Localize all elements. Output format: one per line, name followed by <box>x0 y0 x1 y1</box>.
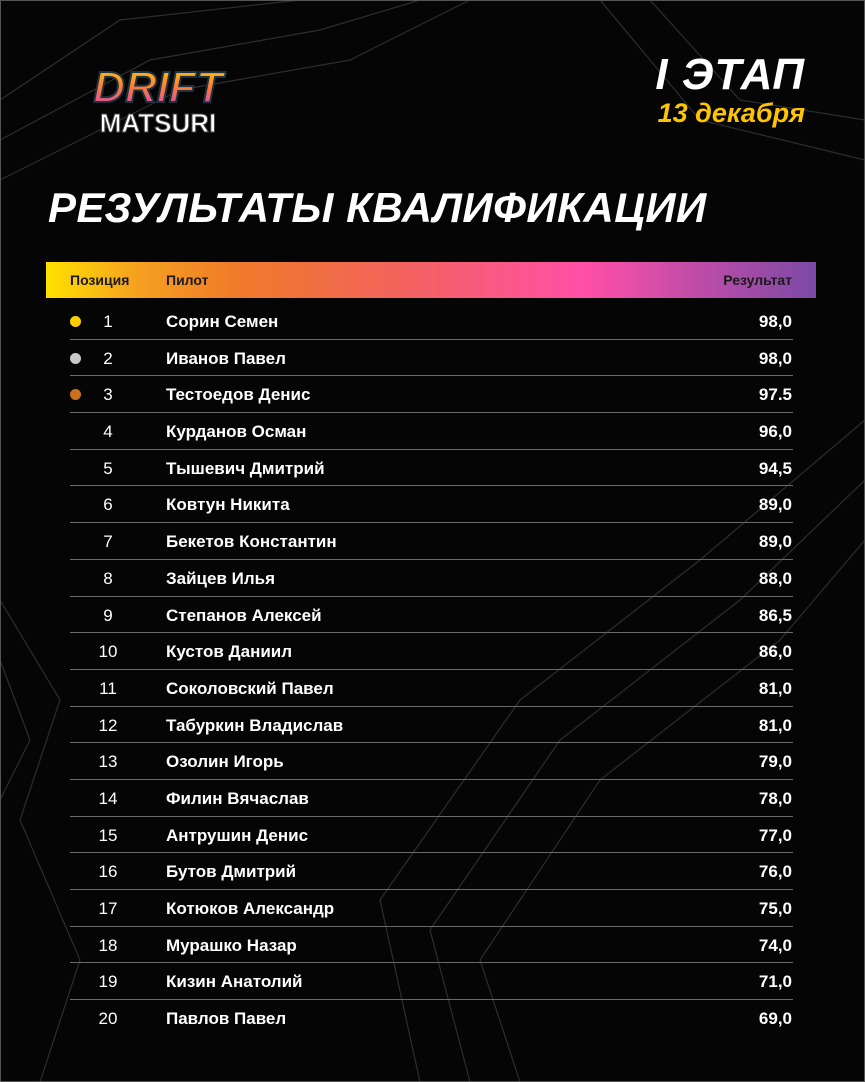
header-position: Позиция <box>70 272 130 288</box>
row-position: 13 <box>98 752 118 772</box>
row-position: 7 <box>103 532 113 552</box>
row-pilot: Озолин Игорь <box>166 752 284 772</box>
table-row: 9 Степанов Алексей 86,5 <box>0 597 865 634</box>
row-position: 16 <box>98 862 118 882</box>
row-position: 20 <box>98 1009 118 1029</box>
row-position: 5 <box>103 458 113 478</box>
row-result: 77,0 <box>758 825 792 845</box>
row-pilot: Мурашко Назар <box>166 935 297 955</box>
row-result: 98,0 <box>758 312 792 331</box>
row-result: 89,0 <box>758 532 792 552</box>
row-position: 9 <box>103 605 113 625</box>
row-position: 3 <box>103 385 113 405</box>
row-position: 10 <box>98 642 118 662</box>
svg-text:DRIFT: DRIFT <box>93 63 226 112</box>
row-pilot: Ковтун Никита <box>166 495 290 515</box>
row-result: 97.5 <box>758 385 792 405</box>
row-pilot: Тышевич Дмитрий <box>166 458 325 478</box>
table-row: 15 Антрушин Денис 77,0 <box>0 817 865 854</box>
row-pilot: Зайцев Илья <box>166 568 276 588</box>
table-row: 1 Сорин Семен 98,0 <box>0 303 865 340</box>
row-position: 14 <box>98 788 118 808</box>
row-pilot: Степанов Алексей <box>166 605 322 625</box>
row-result: 74,0 <box>758 935 792 955</box>
table-row: 10 Кустов Даниил 86,0 <box>0 633 865 670</box>
row-result: 81,0 <box>758 715 792 735</box>
table-row: 16 Бутов Дмитрий 76,0 <box>0 853 865 890</box>
table-row: 12 Табуркин Владислав 81,0 <box>0 707 865 744</box>
row-result: 89,0 <box>758 495 792 515</box>
table-row: 7 Бекетов Константин 89,0 <box>0 523 865 560</box>
table-row: 8 Зайцев Илья 88,0 <box>0 560 865 597</box>
row-pilot: Тестоедов Денис <box>166 385 311 405</box>
row-result: 81,0 <box>758 678 792 698</box>
row-result: 69,0 <box>758 1009 792 1029</box>
row-position: 4 <box>103 422 113 442</box>
table-row: 18 Мурашко Назар 74,0 <box>0 927 865 964</box>
row-pilot: Иванов Павел <box>166 348 286 368</box>
row-position: 6 <box>103 495 113 515</box>
table-row: 17 Котюков Александр 75,0 <box>0 890 865 927</box>
medal-dot-icon <box>70 389 81 401</box>
row-pilot: Павлов Павел <box>166 1009 287 1029</box>
row-result: 86,5 <box>758 605 792 625</box>
table-row: 2 Иванов Павел 98,0 <box>0 340 865 377</box>
table-row: 4 Курданов Осман 96,0 <box>0 413 865 450</box>
row-result: 78,0 <box>758 788 792 808</box>
row-position: 15 <box>98 825 118 845</box>
row-result: 98,0 <box>758 348 792 368</box>
row-position: 18 <box>98 935 118 955</box>
table-row: 13 Озолин Игорь 79,0 <box>0 743 865 780</box>
row-position: 1 <box>103 312 113 331</box>
row-result: 88,0 <box>758 568 792 588</box>
results-table: 1 Сорин Семен 98,0 2 Иванов Павел 98,0 3 Тестое… <box>0 303 865 1037</box>
row-pilot: Антрушин Денис <box>166 825 309 845</box>
stage-date: 13 декабря <box>657 98 805 128</box>
header-result: Результат <box>723 272 792 288</box>
row-position: 19 <box>98 972 118 992</box>
medal-dot-icon <box>70 352 81 364</box>
row-position: 12 <box>98 715 118 735</box>
row-pilot: Бекетов Константин <box>166 532 337 552</box>
drift-matsuri-logo: DRIFT MATSURI <box>92 62 227 139</box>
table-row: 5 Тышевич Дмитрий 94,5 <box>0 450 865 487</box>
row-result: 94,5 <box>758 458 792 478</box>
stage-info: I ЭТАП 13 декабря <box>655 50 805 129</box>
row-position: 8 <box>103 568 113 588</box>
row-pilot: Табуркин Владислав <box>166 715 344 735</box>
table-header: Позиция Пилот Результат <box>46 262 816 298</box>
table-row: 11 Соколовский Павел 81,0 <box>0 670 865 707</box>
row-result: 76,0 <box>758 862 792 882</box>
row-pilot: Соколовский Павел <box>166 678 334 698</box>
row-result: 71,0 <box>758 972 792 992</box>
row-result: 86,0 <box>758 642 792 662</box>
stage-title: I ЭТАП <box>655 50 805 99</box>
row-position: 11 <box>99 678 117 698</box>
row-pilot: Курданов Осман <box>166 422 307 442</box>
row-position: 2 <box>103 348 113 368</box>
table-row: 19 Кизин Анатолий 71,0 <box>0 963 865 1000</box>
table-row: 6 Ковтун Никита 89,0 <box>0 486 865 523</box>
header-pilot: Пилот <box>166 272 209 288</box>
row-pilot: Сорин Семен <box>166 312 279 331</box>
row-result: 96,0 <box>758 422 792 442</box>
svg-text:MATSURI: MATSURI <box>100 108 217 138</box>
page-title: РЕЗУЛЬТАТЫ КВАЛИФИКАЦИИ <box>48 184 707 231</box>
row-pilot: Кустов Даниил <box>166 642 293 662</box>
row-result: 75,0 <box>758 899 792 918</box>
table-row: 14 Филин Вячаслав 78,0 <box>0 780 865 817</box>
row-position: 17 <box>98 899 118 918</box>
table-row: 20 Павлов Павел 69,0 <box>0 1000 865 1037</box>
table-row: 3 Тестоедов Денис 97.5 <box>0 376 865 413</box>
row-pilot: Бутов Дмитрий <box>166 862 297 882</box>
row-result: 79,0 <box>758 752 792 772</box>
row-pilot: Кизин Анатолий <box>166 972 303 992</box>
medal-dot-icon <box>70 316 81 327</box>
row-pilot: Котюков Александр <box>166 899 335 918</box>
row-pilot: Филин Вячаслав <box>166 788 309 808</box>
